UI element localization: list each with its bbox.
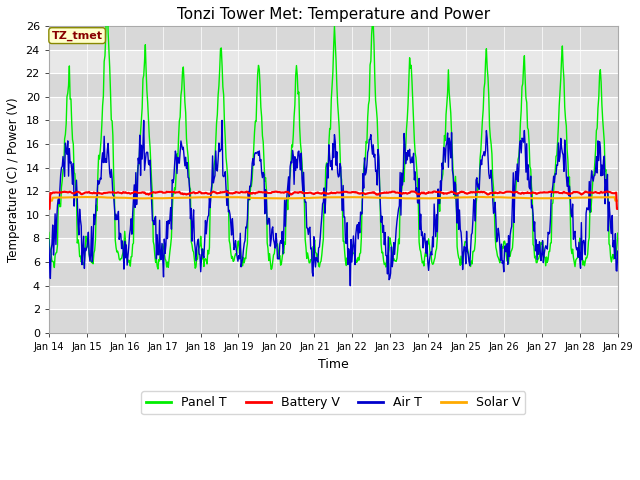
Bar	[49, 286, 618, 309]
Bar	[49, 215, 618, 239]
Air T	[421, 231, 429, 237]
Air T	[55, 201, 63, 206]
Y-axis label: Temperature (C) / Power (V): Temperature (C) / Power (V)	[7, 97, 20, 262]
Air T	[172, 153, 180, 158]
Line: Air T: Air T	[49, 120, 618, 286]
Legend: Panel T, Battery V, Air T, Solar V: Panel T, Battery V, Air T, Solar V	[141, 391, 525, 414]
Title: Tonzi Tower Met: Temperature and Power: Tonzi Tower Met: Temperature and Power	[177, 7, 490, 22]
Line: Battery V: Battery V	[49, 192, 618, 209]
Bar	[49, 26, 618, 49]
Battery V	[202, 190, 209, 196]
Air T	[45, 237, 52, 243]
Air T	[404, 148, 412, 154]
Solar V	[476, 194, 483, 200]
Panel T	[172, 170, 180, 176]
Battery V	[55, 190, 63, 195]
Bar	[49, 97, 618, 120]
Air T	[614, 248, 621, 254]
Panel T	[202, 257, 210, 263]
Bar	[49, 168, 618, 191]
Line: Panel T: Panel T	[49, 0, 618, 269]
Battery V	[172, 190, 179, 196]
Solar V	[403, 195, 410, 201]
Panel T	[268, 266, 275, 272]
Air T	[140, 118, 148, 123]
Line: Solar V: Solar V	[49, 197, 618, 201]
Bar	[49, 191, 618, 215]
Panel T	[421, 254, 429, 260]
Bar	[49, 239, 618, 262]
Solar V	[419, 195, 427, 201]
Bar	[49, 144, 618, 168]
Battery V	[114, 190, 122, 195]
Panel T	[55, 198, 63, 204]
Air T	[202, 231, 210, 237]
Bar	[49, 73, 618, 97]
Solar V	[114, 195, 122, 201]
Solar V	[614, 198, 621, 204]
Air T	[346, 283, 354, 288]
Battery V	[420, 190, 428, 195]
Solar V	[55, 194, 63, 200]
Battery V	[403, 191, 410, 196]
Bar	[49, 49, 618, 73]
Solar V	[202, 194, 209, 200]
Battery V	[408, 189, 416, 194]
Bar	[49, 262, 618, 286]
Air T	[114, 216, 122, 221]
Bar	[49, 120, 618, 144]
Panel T	[614, 230, 621, 236]
Battery V	[614, 206, 621, 212]
X-axis label: Time: Time	[318, 358, 349, 371]
Solar V	[172, 195, 179, 201]
Panel T	[404, 101, 412, 107]
Bar	[49, 309, 618, 333]
Solar V	[45, 198, 52, 204]
Panel T	[45, 229, 52, 235]
Battery V	[45, 206, 52, 212]
Panel T	[115, 251, 122, 257]
Text: TZ_tmet: TZ_tmet	[52, 31, 102, 41]
